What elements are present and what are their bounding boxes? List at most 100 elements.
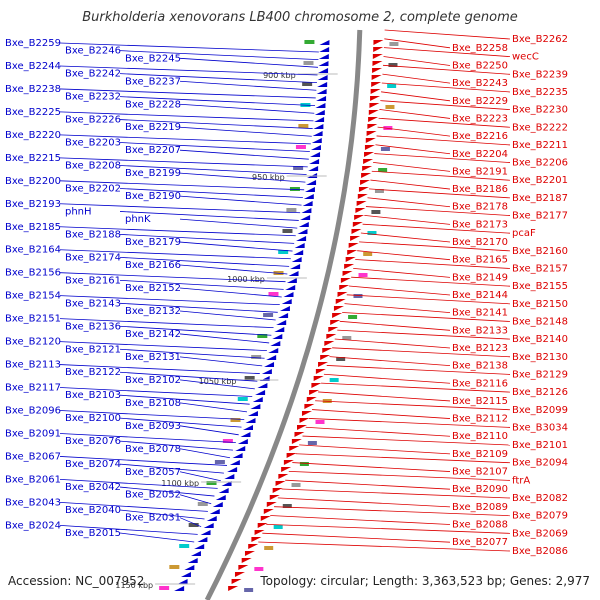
left-label-connector: [179, 264, 288, 275]
feature-block: [251, 355, 262, 359]
right-gene-label: Bxe_B2107: [452, 467, 508, 478]
right-label-connector: [305, 426, 451, 437]
forward-gene-mark: [252, 397, 263, 402]
left-gene-label: Bxe_B2040: [65, 505, 121, 516]
left-label-connector: [119, 279, 284, 290]
forward-gene-mark: [194, 544, 205, 549]
right-gene-label: Bxe_B2116: [452, 378, 508, 389]
left-gene-label: Bxe_B2015: [65, 528, 121, 539]
left-gene-label: Bxe_B2203: [65, 138, 121, 149]
forward-gene-mark: [200, 530, 211, 535]
forward-gene-mark: [237, 439, 248, 444]
forward-gene-mark: [316, 89, 327, 94]
right-label-connector: [315, 400, 511, 411]
right-gene-label: Bxe_B2187: [512, 193, 568, 204]
right-gene-label: ftrA: [512, 475, 530, 486]
right-label-connector: [384, 29, 511, 40]
left-gene-label: Bxe_B2100: [65, 413, 121, 424]
feature-block: [303, 61, 314, 65]
left-gene-label: Bxe_B2185: [5, 222, 61, 233]
right-gene-label: Bxe_B2088: [452, 520, 508, 531]
right-label-connector: [373, 162, 451, 172]
right-gene-label: Bxe_B2077: [452, 537, 508, 548]
feature-block: [293, 166, 304, 170]
left-gene-label: Bxe_B2188: [65, 229, 121, 240]
right-gene-label: Bxe_B2115: [452, 396, 508, 407]
left-gene-label: Bxe_B2179: [125, 237, 181, 248]
forward-gene-mark: [184, 565, 195, 570]
right-gene-label: Bxe_B2157: [512, 264, 568, 275]
reverse-gene-mark: [234, 572, 245, 577]
forward-gene-mark: [270, 341, 281, 346]
right-gene-label: Bxe_B2126: [512, 387, 568, 398]
reverse-gene-mark: [335, 299, 346, 304]
reverse-gene-mark: [281, 467, 292, 472]
left-label-connector: [179, 57, 319, 68]
reverse-gene-mark: [272, 488, 283, 493]
right-gene-label: Bxe_B2258: [452, 43, 508, 54]
right-label-connector: [355, 259, 511, 269]
left-label-connector: [179, 379, 255, 390]
reverse-gene-mark: [297, 425, 308, 430]
forward-gene-mark: [309, 159, 320, 164]
right-label-connector: [378, 117, 511, 128]
forward-gene-mark: [261, 369, 272, 374]
reverse-gene-mark: [344, 264, 355, 269]
feature-block: [263, 313, 274, 317]
left-gene-label: Bxe_B2232: [65, 92, 121, 103]
feature-block: [329, 378, 339, 382]
right-label-connector: [312, 409, 451, 419]
right-label-connector: [342, 312, 511, 322]
forward-gene-mark: [197, 537, 208, 542]
map-title: Burkholderia xenovorans LB400 chromosome…: [82, 10, 518, 25]
forward-gene-mark: [206, 516, 217, 521]
reverse-gene-mark: [289, 446, 300, 451]
left-gene-label: Bxe_B2154: [5, 291, 61, 302]
right-gene-label: Bxe_B2141: [452, 308, 508, 319]
right-label-connector: [375, 144, 451, 155]
left-label-connector: [179, 126, 312, 137]
feature-block: [291, 483, 301, 487]
reverse-gene-mark: [322, 348, 333, 353]
feature-block: [214, 460, 225, 464]
right-gene-label: Bxe_B2239: [512, 69, 568, 80]
left-gene-label: phnK: [125, 214, 151, 225]
forward-gene-mark: [286, 278, 297, 283]
forward-gene-mark: [317, 82, 328, 87]
left-gene-label: Bxe_B2024: [5, 520, 61, 531]
right-gene-label: Bxe_B2150: [512, 299, 568, 310]
left-gene-label: Bxe_B2117: [5, 383, 61, 394]
forward-gene-mark: [257, 383, 268, 388]
forward-gene-mark: [209, 509, 220, 514]
right-label-connector: [379, 109, 451, 119]
right-label-connector: [351, 276, 511, 287]
right-label-connector: [381, 82, 511, 93]
feature-block: [244, 376, 255, 380]
left-label-connector: [179, 448, 231, 459]
reverse-gene-mark: [311, 383, 322, 388]
feature-block: [230, 418, 241, 422]
left-label-connector: [119, 463, 224, 474]
left-label-connector: [59, 364, 260, 374]
right-gene-label: pcaF: [512, 228, 536, 239]
forward-gene-mark: [285, 285, 296, 290]
left-label-connector: [59, 203, 301, 214]
left-gene-label: Bxe_B2132: [125, 306, 181, 317]
right-gene-label: Bxe_B2250: [452, 60, 508, 71]
forward-gene-mark: [255, 390, 266, 395]
reverse-gene-mark: [299, 418, 310, 423]
left-label-connector: [179, 517, 202, 528]
feature-block: [257, 334, 268, 338]
reverse-gene-mark: [238, 565, 249, 570]
left-label-connector: [119, 73, 317, 84]
right-gene-label: Bxe_B2110: [452, 431, 508, 442]
feature-block: [363, 252, 373, 256]
left-label-connector: [59, 157, 308, 168]
left-gene-label: Bxe_B2200: [5, 176, 61, 187]
forward-gene-mark: [177, 579, 188, 584]
reverse-gene-mark: [301, 411, 312, 416]
forward-gene-mark: [318, 61, 329, 66]
tick-label: 950 kbp: [252, 173, 285, 182]
forward-gene-mark: [301, 208, 312, 213]
